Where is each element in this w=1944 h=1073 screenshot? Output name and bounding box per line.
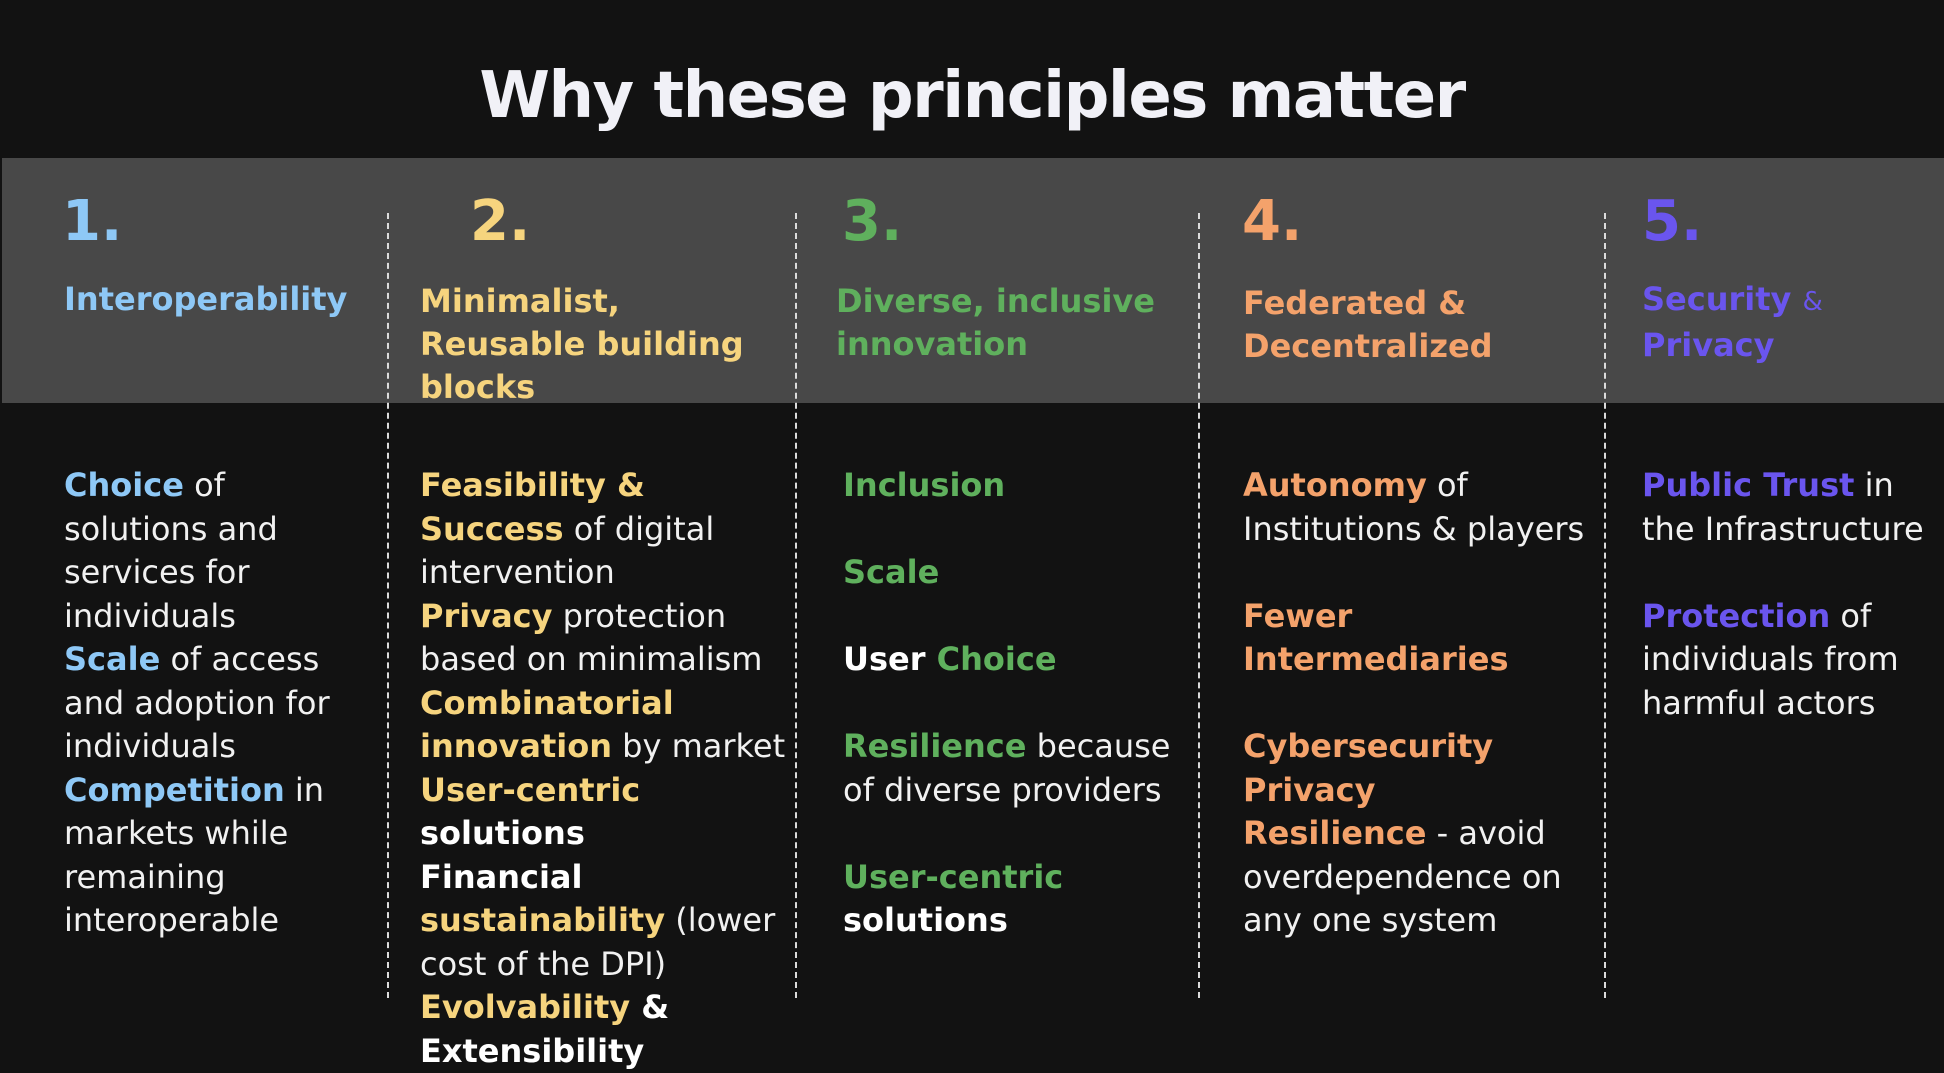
column-divider: [1604, 213, 1606, 998]
benefit-item: Protection of individuals from harmful a…: [1642, 595, 1942, 726]
benefit-item: Combinatorial innovation by market: [420, 682, 792, 769]
benefit-bold-text: User: [843, 640, 937, 678]
column-divider: [795, 213, 797, 998]
benefit-item: Scale: [843, 551, 1183, 595]
principle-title: Minimalist, Reusable building blocks: [420, 282, 744, 406]
benefit-item: Scale of access and adoption for individ…: [64, 638, 354, 769]
benefit-item: Feasibility & Success of digital interve…: [420, 464, 792, 595]
principle-number: 4.: [1242, 189, 1303, 254]
benefit-list: Inclusion Scale User Choice Resilience b…: [843, 464, 1183, 943]
header-band: [2, 158, 1944, 403]
benefit-item: Financial sustainability (lower cost of …: [420, 856, 792, 987]
principle-number: 5.: [1642, 189, 1703, 254]
benefit-item: User-centric solutions: [843, 856, 1183, 943]
benefit-highlight: Choice: [64, 466, 184, 504]
benefit-bold-text: solutions: [843, 901, 1008, 939]
benefit-text: by market: [612, 727, 786, 765]
principle-title-main: Security: [1642, 280, 1792, 318]
principle-number: 2.: [470, 189, 531, 254]
benefit-highlight: Resilience: [843, 727, 1027, 765]
benefit-item: Public Trust in the Infrastructure: [1642, 464, 1942, 551]
benefit-list: Autonomy of Institutions & players Fewer…: [1243, 464, 1593, 943]
benefit-text: (lower cost of the DPI): [420, 901, 776, 983]
benefit-highlight: Scale: [64, 640, 161, 678]
benefit-bold-text: solutions: [420, 814, 585, 852]
benefit-text: of Institutions & players: [1243, 466, 1585, 548]
benefit-highlight: User-centric: [420, 770, 641, 809]
benefit-item: Autonomy of Institutions & players: [1243, 464, 1593, 551]
benefit-item: Cybersecurity: [1243, 725, 1593, 769]
benefit-highlight: Combinatorial innovation: [420, 683, 674, 766]
benefit-highlight: User-centric: [843, 857, 1064, 896]
principle-number: 1.: [62, 189, 123, 254]
benefit-item: Resilience because of diverse providers: [843, 725, 1183, 812]
benefit-highlight: Feasibility & Success: [420, 466, 645, 548]
benefit-highlight: Evolvability: [420, 988, 631, 1026]
benefit-text: of access and adoption for individuals: [64, 640, 330, 765]
benefit-text: in the Infrastructure: [1642, 466, 1924, 548]
benefit-highlight: Resilience: [1243, 814, 1427, 852]
benefit-text: of digital intervention: [420, 509, 715, 592]
benefit-item: Competition in markets while remaining i…: [64, 769, 354, 943]
principle-title-end: Privacy: [1642, 326, 1775, 364]
benefit-highlight: Cybersecurity: [1243, 727, 1494, 765]
benefit-list: Feasibility & Success of digital interve…: [420, 464, 792, 1073]
principle-title-amp: &: [1802, 287, 1823, 317]
benefit-highlight: Privacy: [420, 596, 553, 635]
benefit-highlight: Scale: [843, 553, 940, 591]
benefit-text: protection based on minimalism: [420, 596, 763, 679]
principle-title: Interoperability: [64, 280, 348, 318]
benefit-item: Evolvability & Extensibility: [420, 986, 792, 1073]
benefit-highlight: Autonomy: [1243, 466, 1427, 504]
benefit-highlight: Choice: [936, 640, 1057, 678]
benefit-text: of solutions and services for individual…: [64, 466, 278, 635]
column-divider: [387, 213, 389, 998]
benefit-item: Resilience - avoid overdependence on any…: [1243, 812, 1593, 943]
benefit-list: Choice of solutions and services for ind…: [64, 464, 354, 943]
benefit-highlight: Protection: [1642, 596, 1831, 635]
benefit-text: in markets while remaining interoperable: [64, 770, 325, 940]
principle-title: Federated & Decentralized: [1243, 284, 1493, 365]
benefit-highlight: Public Trust: [1642, 466, 1855, 504]
principle-number: 3.: [842, 189, 903, 254]
benefit-list: Public Trust in the Infrastructure Prote…: [1642, 464, 1942, 725]
benefit-highlight: Privacy: [1243, 770, 1376, 809]
benefit-item: User-centric solutions: [420, 769, 792, 856]
benefit-item: Inclusion: [843, 464, 1183, 508]
benefit-item: Fewer Intermediaries: [1243, 595, 1593, 682]
benefit-text: - avoid overdependence on any one system: [1243, 814, 1562, 939]
benefit-highlight: Inclusion: [843, 466, 1006, 504]
benefit-highlight: Competition: [64, 770, 285, 809]
page-title: Why these principles matter: [479, 59, 1466, 133]
benefit-highlight: Fewer Intermediaries: [1243, 596, 1509, 679]
benefit-highlight: sustainability: [420, 901, 666, 939]
benefit-text: of individuals from harmful actors: [1642, 596, 1899, 722]
benefit-item: User Choice: [843, 638, 1183, 682]
principle-title: Security & Privacy: [1642, 278, 1922, 367]
benefit-item: Privacy: [1243, 769, 1593, 813]
column-divider: [1198, 213, 1200, 998]
principle-title: Diverse, inclusive innovation: [836, 282, 1155, 363]
benefit-item: Privacy protection based on minimalism: [420, 595, 792, 682]
benefit-text: because of diverse providers: [843, 727, 1171, 809]
benefit-bold-text: Financial: [420, 857, 583, 896]
benefit-item: Choice of solutions and services for ind…: [64, 464, 354, 638]
